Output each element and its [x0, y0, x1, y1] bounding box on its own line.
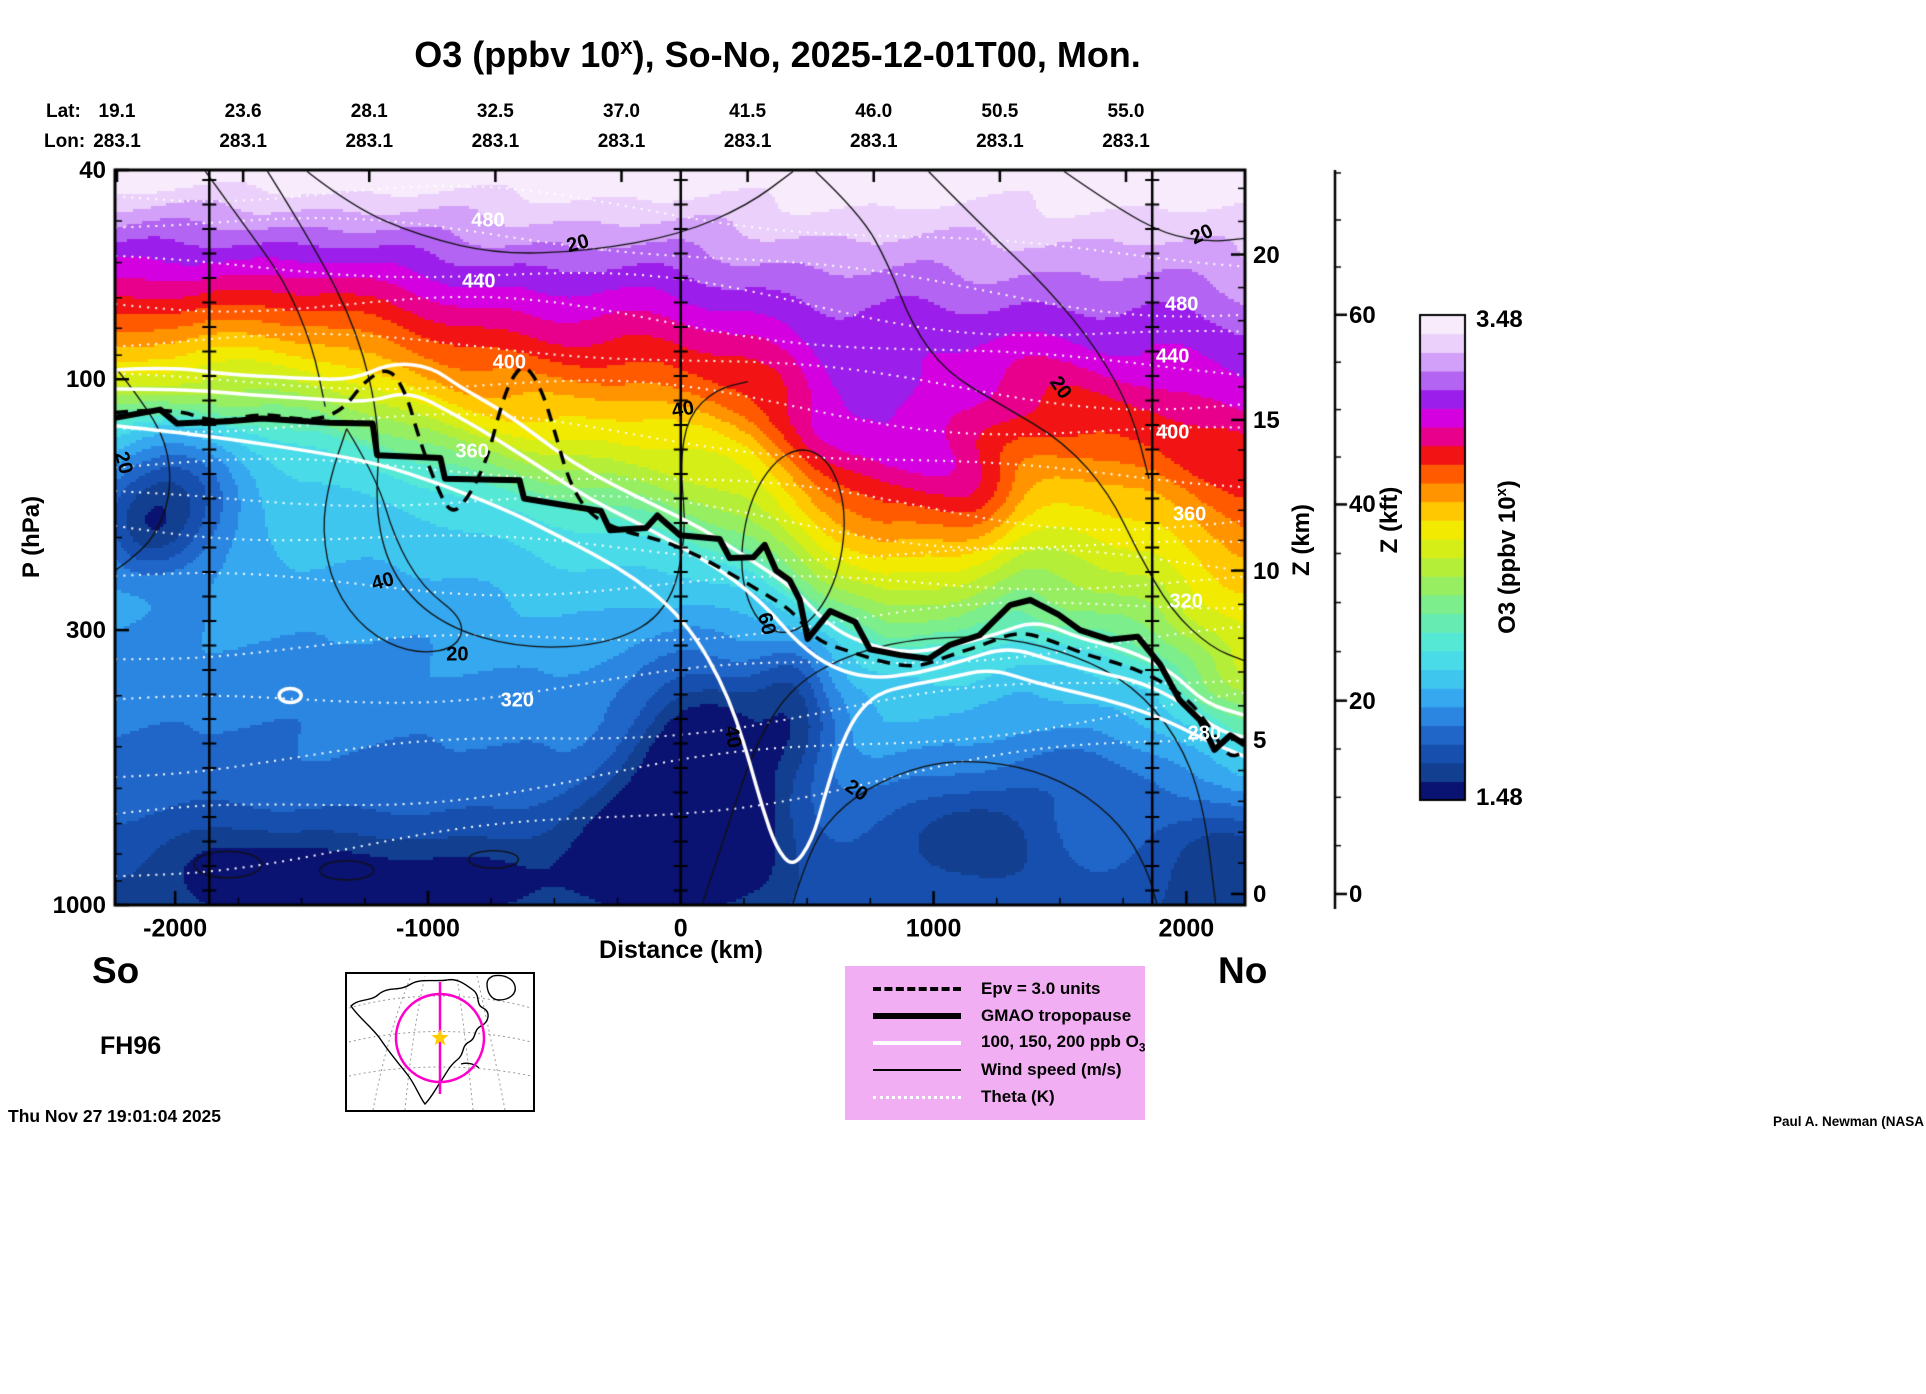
colorbar-title: O3 (ppbv 10x) — [1494, 480, 1522, 634]
theta-contour-label: 360 — [455, 440, 489, 463]
lon-tick-label: 283.1 — [849, 131, 898, 152]
legend-row-theta: Theta (K) — [845, 1084, 1145, 1111]
legend-row-epv: Epv = 3.0 units — [845, 976, 1145, 1003]
legend-label-o3-main: 100, 150, 200 ppb O — [981, 1031, 1139, 1051]
lon-tick-label: 283.1 — [471, 131, 520, 152]
legend-label-epv: Epv = 3.0 units — [981, 979, 1101, 998]
distance-tick-label: -2000 — [143, 914, 208, 943]
theta-contour-label: 400 — [492, 351, 527, 374]
timestamp: Thu Nov 27 19:01:04 2025 — [8, 1106, 222, 1126]
theta-contour-label: 480 — [1165, 293, 1199, 316]
theta-contour-label: 320 — [1169, 590, 1203, 613]
zkft-tick-label: 60 — [1349, 301, 1376, 329]
plot-title-sup: x — [620, 34, 633, 59]
distance-axis-title: Distance (km) — [599, 936, 763, 964]
lon-tick-label: 283.1 — [345, 131, 394, 152]
legend-box: Epv = 3.0 units GMAO tropopause 100, 150… — [845, 966, 1145, 1120]
map-station-star — [431, 1029, 449, 1046]
lon-axis-label: Lon: — [44, 131, 86, 152]
lat-tick-label: 28.1 — [350, 101, 388, 122]
zkm-tick-label: 5 — [1253, 726, 1267, 754]
lat-tick-label: 32.5 — [476, 101, 514, 122]
legend-label-theta: Theta (K) — [981, 1087, 1055, 1106]
plot-title-suffix: ), So-No, 2025-12-01T00, Mon. — [632, 34, 1141, 75]
distance-tick-label: -1000 — [395, 914, 460, 943]
lat-tick-label: 46.0 — [855, 101, 893, 122]
inset-locator-map — [345, 972, 535, 1112]
plot-title-prefix: O3 (ppbv 10 — [414, 34, 621, 75]
theta-contour-label: 320 — [500, 689, 534, 712]
lat-axis-label: Lat: — [46, 101, 81, 122]
lon-tick-label: 283.1 — [723, 131, 772, 152]
lon-tick-label: 283.1 — [976, 131, 1024, 152]
pressure-tick-label: 1000 — [52, 892, 106, 919]
lat-tick-label: 19.1 — [98, 101, 136, 122]
legend-sample-tropopause-line — [873, 1013, 961, 1019]
pressure-axis-title: P (hPa) — [18, 495, 45, 579]
lon-tick-label: 283.1 — [219, 131, 267, 152]
lat-tick-label: 23.6 — [224, 101, 262, 122]
colorbar-title-suffix: ) — [1494, 480, 1521, 489]
zkm-tick-label: 0 — [1253, 880, 1267, 908]
lat-tick-label: 37.0 — [603, 101, 640, 122]
zkft-tick-label: 40 — [1349, 491, 1376, 519]
theta-contour-label: 480 — [471, 209, 505, 232]
zkft-tick-label: 0 — [1349, 880, 1363, 908]
distance-tick-label: 2000 — [1158, 914, 1215, 943]
lon-tick-label: 283.1 — [1102, 131, 1150, 152]
legend-sample-theta-line — [873, 1095, 961, 1099]
pressure-tick-label: 100 — [65, 366, 106, 394]
legend-row-o3: 100, 150, 200 ppb O3 — [845, 1030, 1145, 1057]
lat-tick-label: 50.5 — [981, 101, 1019, 122]
zkft-tick-label: 20 — [1349, 687, 1376, 715]
pressure-tick-label: 300 — [65, 617, 106, 645]
corner-label-south: So — [92, 950, 140, 991]
theta-contour-label: 280 — [1187, 722, 1221, 745]
legend-sample-o3-line — [873, 1041, 961, 1045]
legend-label-tropopause: GMAO tropopause — [981, 1006, 1132, 1025]
corner-label-north: No — [1218, 950, 1268, 991]
legend-row-tropopause: GMAO tropopause — [845, 1003, 1145, 1030]
wind-contour-label: 40 — [670, 396, 697, 422]
credit: Paul A. Newman (NASA — [1772, 1114, 1924, 1129]
theta-contour-label: 360 — [1172, 503, 1207, 526]
lon-tick-label: 283.1 — [93, 131, 141, 152]
theta-contour-label: 400 — [1155, 421, 1190, 444]
zkft-axis-title: Z (kft) — [1376, 486, 1403, 554]
pressure-tick-label: 40 — [79, 157, 106, 184]
distance-tick-label: 1000 — [905, 914, 962, 943]
legend-sample-epv-dashed-line — [873, 987, 961, 991]
zkm-axis-title: Z (km) — [1288, 504, 1315, 576]
legend-label-o3-sub: 3 — [1138, 1040, 1146, 1055]
legend-sample-wind-line — [873, 1069, 961, 1071]
map-coastline — [350, 974, 516, 1106]
legend-label-o3: 100, 150, 200 ppb O3 — [981, 1032, 1145, 1054]
lon-tick-label: 283.1 — [597, 131, 646, 152]
lat-tick-label: 55.0 — [1107, 101, 1145, 122]
zkm-tick-label: 20 — [1253, 241, 1280, 269]
wind-contour-label: 40 — [719, 724, 746, 751]
wind-contour-label: 20 — [446, 643, 469, 666]
legend-row-wind: Wind speed (m/s) — [845, 1057, 1145, 1084]
theta-contour-label: 440 — [1155, 345, 1190, 368]
colorbar-min-label: 1.48 — [1476, 784, 1523, 811]
zkm-tick-label: 10 — [1253, 557, 1280, 585]
zkm-tick-label: 15 — [1253, 406, 1280, 434]
colorbar-title-prefix: O3 (ppbv 10 — [1494, 496, 1521, 634]
colorbar-max-label: 3.48 — [1476, 306, 1523, 333]
distance-tick-label: 0 — [673, 914, 688, 943]
legend-label-wind: Wind speed (m/s) — [981, 1060, 1122, 1079]
forecast-hour-label: FH96 — [100, 1032, 162, 1060]
plot-title: O3 (ppbv 10x), So-No, 2025-12-01T00, Mon… — [0, 34, 1555, 76]
theta-contour-label: 440 — [462, 270, 496, 293]
colorbar-title-sup: x — [1494, 488, 1510, 497]
lat-tick-label: 41.5 — [729, 101, 767, 122]
